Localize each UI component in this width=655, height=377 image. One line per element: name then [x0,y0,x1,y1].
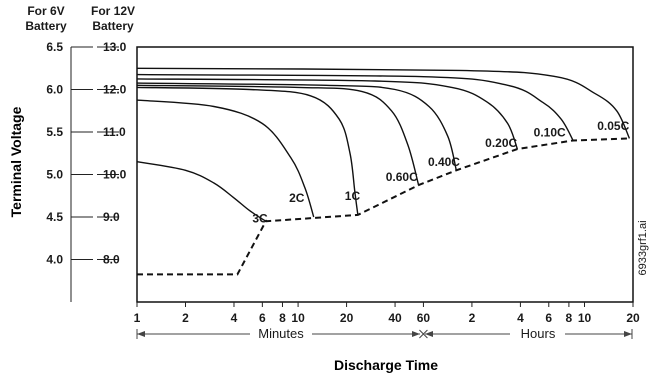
right-axis-tick-label: 10.0 [103,168,127,182]
series-line-3C [136,161,267,222]
series-line-0.60C [136,84,420,186]
right-axis-header-line2: Battery [92,19,134,33]
right-axis-tick-label: 13.0 [103,40,127,54]
series-line-0.40C [136,82,457,171]
series-label-1C: 1C [345,189,361,203]
series-label-0.20C: 0.20C [485,136,517,150]
x-axis-tick-label: 20 [626,311,640,325]
minutes-range-indicator: Minutes [136,326,420,341]
right-axis-tick-label: 9.0 [103,210,120,224]
x-axis-tick-label: 2 [182,311,189,325]
series-label-0.60C: 0.60C [386,170,418,184]
x-axis-tick-label: 6 [545,311,552,325]
left-axis-tick-label: 6.5 [46,40,63,54]
left-axis-6v: 4.0 4.5 5.0 5.5 6.0 6.5 [46,40,93,302]
x-axis-tick-label: 8 [566,311,573,325]
left-axis-tick-label: 5.0 [46,168,63,182]
series-label-0.05C: 0.05C [597,119,629,133]
series-label-0.10C: 0.10C [534,125,566,139]
series-line-2C [136,99,315,218]
right-axis-12v: 8.0 9.0 10.0 11.0 12.0 13.0 [97,40,127,267]
left-axis-header-line1: For 6V [27,4,64,18]
left-axis-tick-label: 4.5 [46,210,63,224]
plot-frame [136,46,634,303]
x-axis-tick-label: 4 [517,311,524,325]
hours-label: Hours [521,326,556,341]
series-line-0.20C [136,78,519,150]
x-axis-title: Discharge Time [334,357,438,373]
x-axis-tick-label: 8 [279,311,286,325]
series-label-0.40C: 0.40C [428,155,460,169]
x-axis-tick-label: 1 [134,311,141,325]
minutes-label: Minutes [258,326,304,341]
series-labels: 3C 2C 1C 0.60C 0.40C 0.20C 0.10C 0.05C [252,119,629,226]
left-axis-header-line2: Battery [25,19,67,33]
y-axis-title: Terminal Voltage [8,106,24,217]
x-axis-tick-label: 2 [469,311,476,325]
x-axis-tick-label: 4 [231,311,238,325]
hour-divider-mark [419,329,428,339]
side-note-filename: 6933grf1.ai [637,220,649,275]
right-axis-tick-label: 12.0 [103,83,127,97]
right-axis-tick-label: 8.0 [103,253,120,267]
cutoff-voltage-line [137,137,630,276]
x-axis-tick-label: 20 [340,311,354,325]
series-label-2C: 2C [289,191,305,205]
series-line-1C [136,86,359,216]
x-axis-tick-label: 60 [417,311,431,325]
series-line-0.10C [136,73,574,141]
series-line-0.05C [136,67,631,139]
x-axis-tick-label: 10 [291,311,305,325]
left-axis-tick-label: 6.0 [46,83,63,97]
x-axis-tick-label: 6 [259,311,266,325]
series-label-3C: 3C [252,212,268,226]
x-axis-tick-label: 40 [388,311,402,325]
left-axis-tick-label: 5.5 [46,125,63,139]
x-axis: 1 2 4 6 8 10 20 40 60 2 4 6 8 10 20 [134,302,640,339]
hours-range-indicator: Hours [425,326,633,341]
x-axis-tick-label: 10 [578,311,592,325]
left-axis-tick-label: 4.0 [46,253,63,267]
right-axis-tick-label: 11.0 [103,125,126,139]
right-axis-header-line1: For 12V [91,4,135,18]
series-group [136,67,631,222]
